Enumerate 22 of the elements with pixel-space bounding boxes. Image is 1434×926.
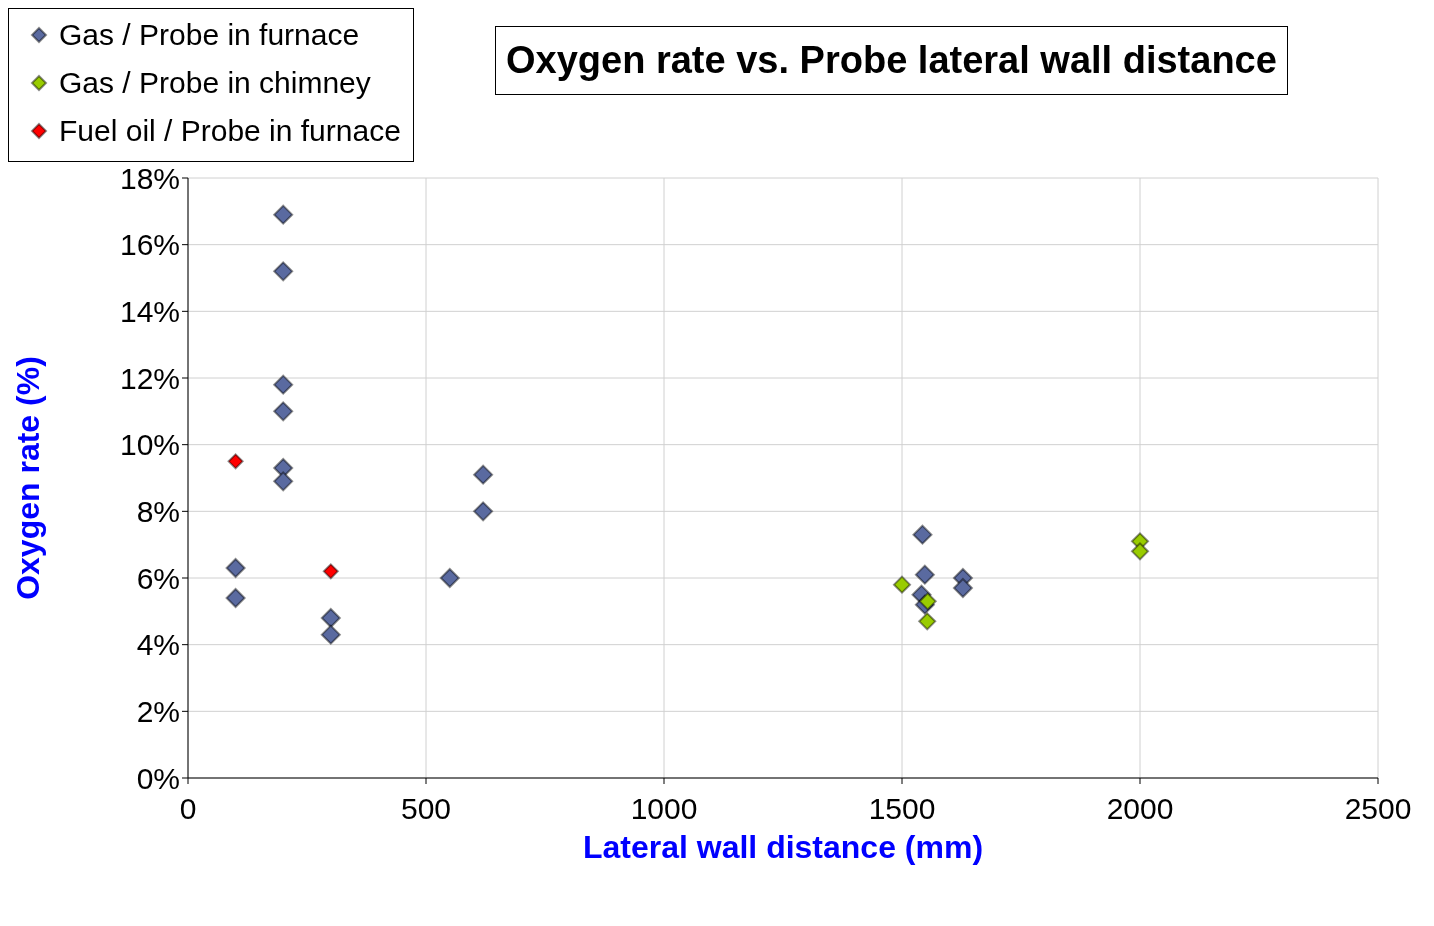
y-tick-label: 6% [136,561,180,595]
x-tick-label: 2000 [1106,792,1174,826]
legend-label: Gas / Probe in furnace [58,17,361,53]
legend-label: Fuel oil / Probe in furnace [58,113,401,149]
x-tick-label: 2500 [1344,792,1412,826]
y-tick-label: 0% [136,761,180,795]
chart-title: Oxygen rate vs. Probe lateral wall distance [495,26,1288,95]
y-tick-label: 18% [119,161,180,195]
x-tick-label: 1000 [630,792,698,826]
x-tick-label: 500 [400,792,452,826]
y-tick-label: 10% [119,428,180,462]
y-axis-title: Oxygen rate (%) [10,356,47,600]
y-tick-label: 2% [136,694,180,728]
y-tick-label: 12% [119,361,180,395]
x-tick-label: 1500 [868,792,936,826]
y-tick-label: 16% [119,228,180,262]
y-tick-label: 4% [136,628,180,662]
x-tick-label: 0 [179,792,197,826]
y-tick-label: 8% [136,494,180,528]
legend-label: Gas / Probe in chimney [58,65,372,101]
y-tick-label: 14% [119,294,180,328]
x-axis-title: Lateral wall distance (mm) [582,829,984,865]
